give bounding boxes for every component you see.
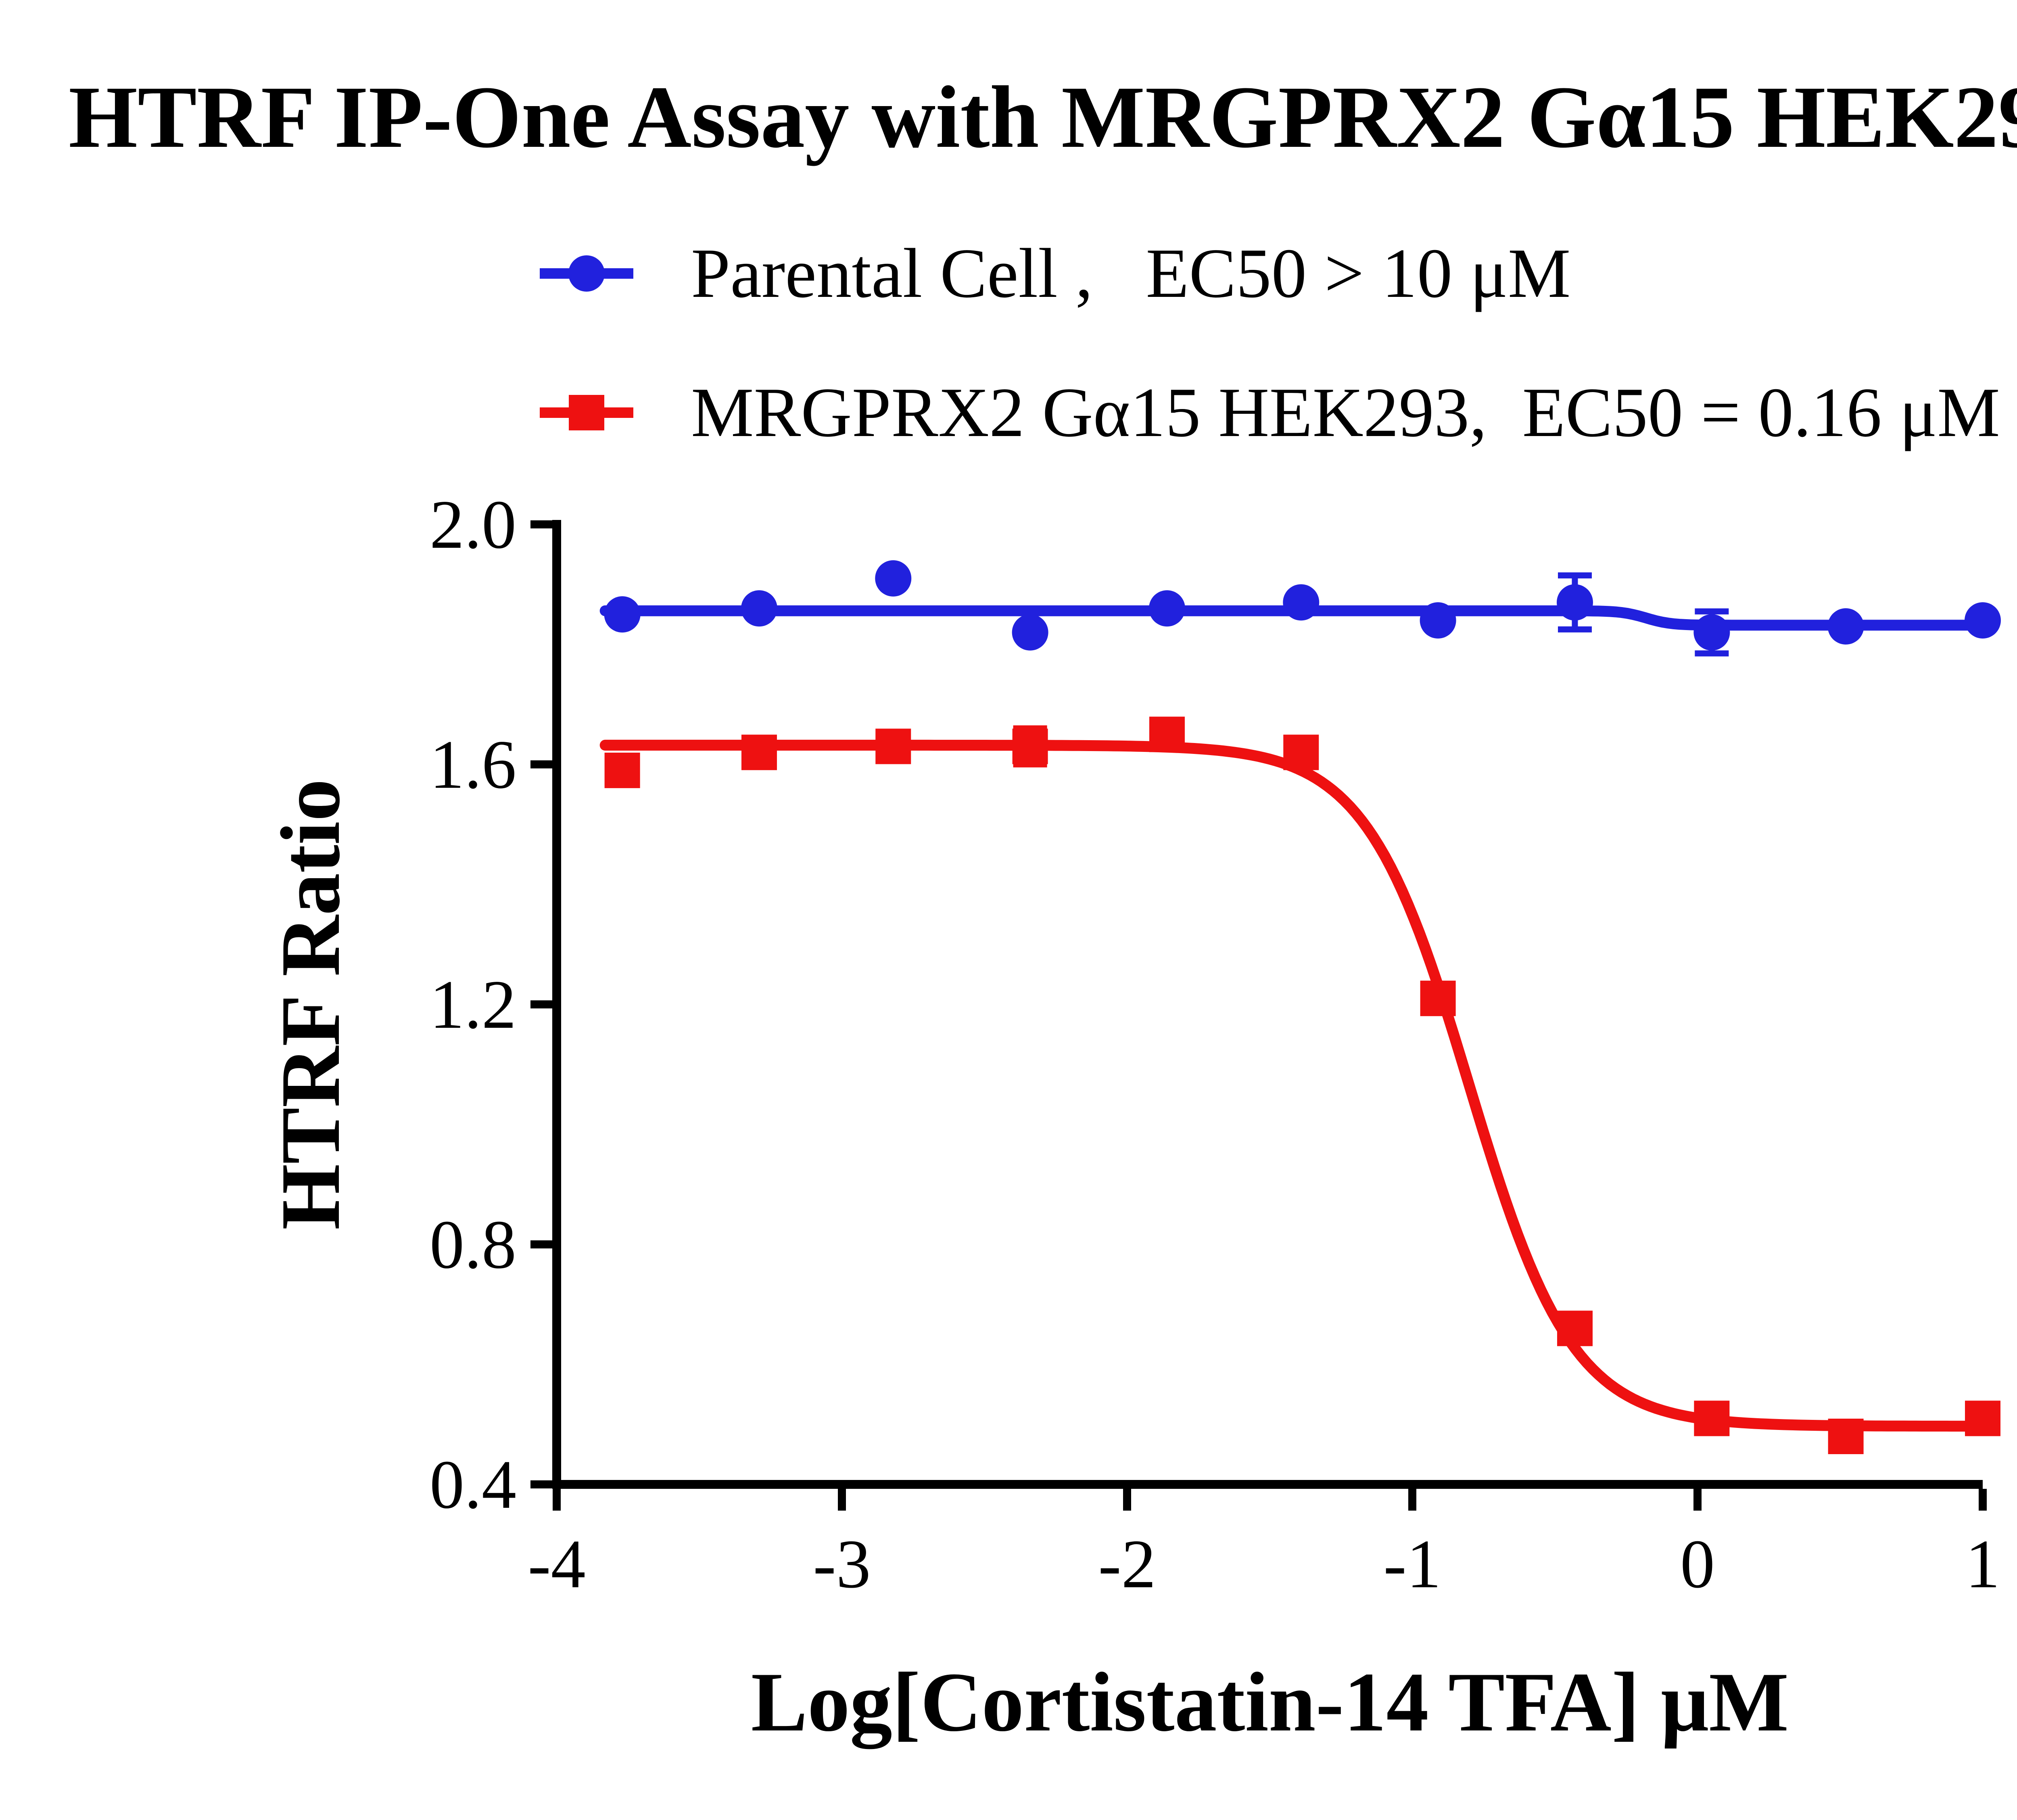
y-tick-label: 2.0 bbox=[430, 486, 516, 563]
data-point-circle bbox=[1012, 614, 1048, 651]
x-tick-label: -2 bbox=[1098, 1526, 1156, 1603]
data-point-square bbox=[1557, 1311, 1593, 1346]
data-point-circle bbox=[1693, 614, 1730, 651]
data-point-square bbox=[1283, 735, 1319, 770]
data-point-circle bbox=[1148, 590, 1185, 627]
data-point-square bbox=[1149, 716, 1185, 752]
series-parental-cell bbox=[599, 560, 2001, 657]
y-tick-label: 0.8 bbox=[430, 1206, 516, 1283]
fit-curve bbox=[599, 739, 1997, 1432]
legend-label-parental-cell: Parental Cell , EC50 > 10 μM bbox=[691, 234, 1571, 312]
data-point-square bbox=[1965, 1400, 2000, 1436]
axes: -4 -3 -2 -1 0 1 0.4 0.8 1.2 1.6 2.0 bbox=[430, 486, 2000, 1603]
data-point-square bbox=[1694, 1400, 1730, 1436]
y-tick-label: 1.2 bbox=[430, 966, 516, 1043]
data-point-circle bbox=[604, 596, 641, 633]
data-point-square bbox=[604, 752, 640, 788]
legend-line-circle-icon bbox=[540, 255, 633, 292]
x-tick-label: 1 bbox=[1965, 1526, 2000, 1603]
data-point-square bbox=[741, 735, 777, 770]
data-point-circle bbox=[741, 590, 777, 627]
chart-title: HTRF IP-One Assay with MRGPRX2 Gα15 HEK2… bbox=[69, 68, 2017, 166]
data-point-square bbox=[875, 728, 911, 764]
legend: Parental Cell , EC50 > 10 μM MRGPRX2 Gα1… bbox=[537, 204, 2000, 482]
x-tick-label: -3 bbox=[813, 1526, 871, 1603]
legend-item-mrgprx2: MRGPRX2 Gα15 HEK293, EC50 = 0.16 μM bbox=[537, 343, 2000, 482]
legend-label-mrgprx2: MRGPRX2 Gα15 HEK293, EC50 = 0.16 μM bbox=[691, 373, 2000, 451]
data-point-circle bbox=[1827, 608, 1864, 645]
y-tick-label: 0.4 bbox=[430, 1446, 516, 1523]
data-point-circle bbox=[1283, 584, 1320, 621]
y-axis-label: HTRF Ratio bbox=[264, 779, 357, 1230]
data-point-circle bbox=[1420, 602, 1456, 639]
x-tick-label: -4 bbox=[528, 1526, 585, 1603]
data-point-square bbox=[1420, 981, 1456, 1016]
data-point-circle bbox=[1556, 584, 1593, 621]
legend-item-parental-cell: Parental Cell , EC50 > 10 μM bbox=[537, 204, 2000, 343]
legend-line-square-icon bbox=[540, 394, 633, 430]
data-point-circle bbox=[1965, 602, 2001, 639]
series-mrgprx2 bbox=[599, 716, 2000, 1454]
data-point-square bbox=[1828, 1419, 1864, 1454]
y-tick-label: 1.6 bbox=[430, 726, 516, 803]
x-tick-label: -1 bbox=[1383, 1526, 1441, 1603]
data-point-circle bbox=[875, 560, 912, 597]
x-axis-label: Log[Cortistatin-14 TFA] μM bbox=[751, 1655, 1789, 1749]
data-point-square bbox=[1012, 728, 1048, 764]
x-tick-label: 0 bbox=[1680, 1526, 1715, 1603]
